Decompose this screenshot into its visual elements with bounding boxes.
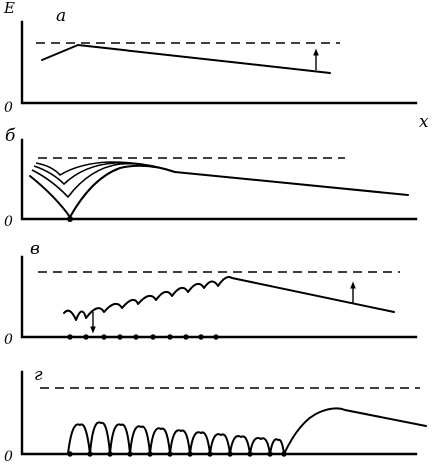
panel-letter-b: б (5, 126, 16, 146)
dot-v (198, 334, 204, 340)
energy-curve-a (41, 44, 331, 74)
axis-v (20, 255, 418, 339)
panel-letter-g: г (34, 365, 43, 385)
dot-v (133, 334, 139, 340)
dot-v (167, 334, 173, 340)
collision-dots-v (67, 334, 219, 340)
panel-v: в 0 (4, 239, 418, 348)
axis-a (20, 20, 418, 105)
dot-v (183, 334, 189, 340)
collision-dots-g (67, 451, 287, 457)
energy-curve-b-4 (35, 161, 176, 176)
panel-a: E a 0 x (3, 0, 429, 132)
dot-g (147, 451, 153, 457)
energy-curve-b-main (29, 164, 409, 218)
dot-v (213, 334, 219, 340)
energy-curve-g (67, 407, 427, 455)
dot-v (101, 334, 107, 340)
energy-curve-v (63, 276, 395, 321)
origin-label-g: 0 (4, 449, 13, 465)
dot-g (281, 451, 287, 457)
dot-g (227, 451, 233, 457)
x-axis-label: x (419, 112, 429, 132)
panel-b: б 0 (4, 126, 418, 230)
dot-g (207, 451, 213, 457)
dot-v (150, 334, 156, 340)
panel-letter-v: в (30, 239, 40, 259)
dot-g (127, 451, 133, 457)
dot-v (83, 334, 89, 340)
dot-g (267, 451, 273, 457)
dot-g (107, 451, 113, 457)
dot-g (247, 451, 253, 457)
dot-v (67, 334, 73, 340)
dot-g (67, 451, 73, 457)
origin-label-a: 0 (4, 100, 13, 116)
origin-label-b: 0 (4, 214, 13, 230)
y-axis-label: E (3, 0, 15, 17)
dot-v (117, 334, 123, 340)
panel-g: г 0 (4, 365, 427, 465)
origin-label-v: 0 (4, 332, 13, 348)
panel-letter-a: a (56, 6, 66, 26)
dot-g (167, 451, 173, 457)
axis-b (20, 138, 418, 221)
dot-g (187, 451, 193, 457)
dot-g (87, 451, 93, 457)
origin-dot-b (67, 216, 73, 222)
